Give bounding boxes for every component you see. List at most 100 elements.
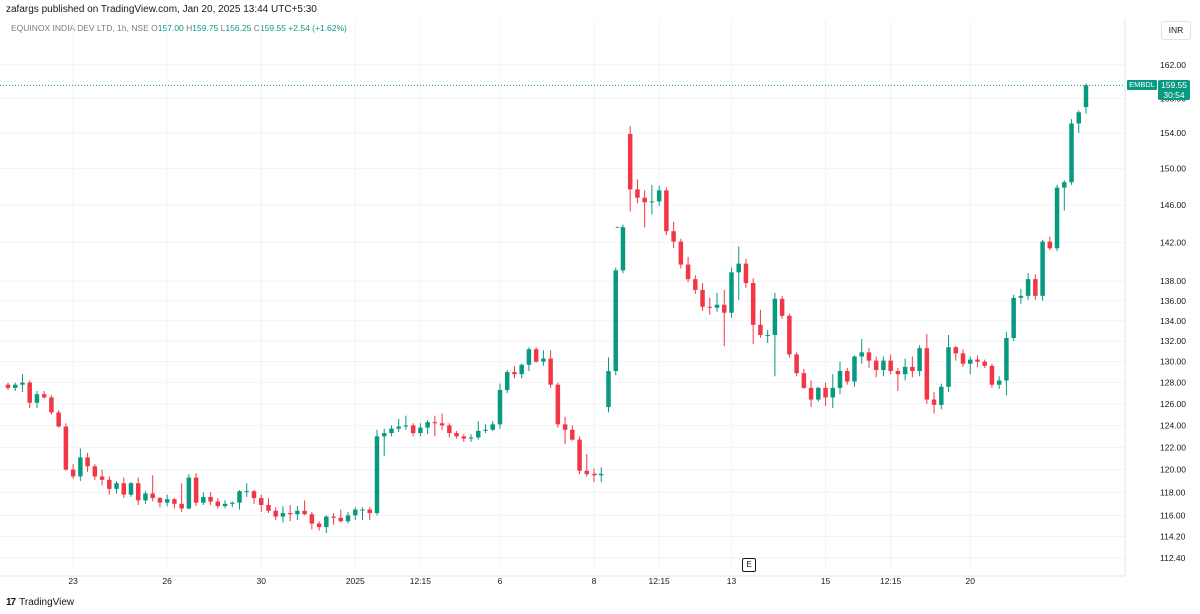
candle-body — [866, 352, 872, 361]
candle-body — [642, 197, 647, 203]
x-tick-label: 26 — [162, 576, 172, 586]
candle-body — [309, 514, 315, 524]
y-tick-label: 126.00 — [1160, 399, 1186, 409]
candle-body — [135, 483, 141, 501]
candle-body — [823, 387, 828, 398]
close-label: C — [253, 23, 260, 33]
candle-body — [360, 509, 365, 511]
candle-body — [714, 304, 720, 308]
candle-body — [1083, 85, 1089, 108]
candle-body — [967, 359, 973, 364]
candle-body — [577, 439, 582, 471]
symbol-description: EQUINOX INDIA DEV LTD, 1h, NSE — [11, 23, 149, 33]
candle-body — [99, 476, 105, 480]
candle-body — [461, 436, 467, 439]
candle-body — [1018, 295, 1024, 298]
candle-body — [1076, 112, 1082, 124]
y-tick-label: 146.00 — [1160, 200, 1186, 210]
tradingview-logo-icon: 17 — [6, 597, 16, 608]
candle-body — [750, 283, 756, 325]
candle-body — [468, 437, 474, 439]
candle-body — [345, 515, 351, 522]
candle-body — [483, 429, 488, 431]
candle-body — [381, 433, 387, 437]
footer-branding: 17 TradingView — [6, 597, 74, 608]
candle-body — [20, 382, 25, 385]
candle-body — [324, 516, 329, 528]
candle-body — [953, 347, 959, 354]
y-tick-label: 134.00 — [1160, 316, 1186, 326]
x-tick-label: 12:15 — [880, 576, 902, 586]
y-tick-label: 116.00 — [1160, 510, 1186, 520]
candle-body — [910, 366, 915, 372]
low-value: 156.25 — [225, 23, 252, 33]
candle-body — [794, 354, 799, 374]
y-tick-label: 142.00 — [1160, 238, 1186, 248]
candle-body — [939, 386, 944, 405]
candle-body — [403, 425, 409, 427]
candle-body — [837, 371, 843, 388]
candle-body — [490, 424, 495, 430]
earnings-event-marker[interactable]: E — [742, 558, 756, 572]
candle-body — [280, 513, 286, 517]
candle-body — [924, 348, 930, 400]
y-tick-label: 128.00 — [1160, 378, 1186, 388]
candle-body — [917, 348, 922, 372]
candle-body — [367, 509, 372, 514]
tradingview-brand: TradingView — [19, 597, 75, 608]
open-value: 157.00 — [157, 23, 184, 33]
candle-body — [476, 430, 481, 438]
y-tick-label: 124.00 — [1160, 420, 1186, 430]
candle-body — [613, 270, 618, 372]
candle-body — [186, 477, 192, 509]
candle-body — [852, 356, 857, 382]
candle-body — [729, 272, 734, 313]
candle-body — [946, 347, 951, 387]
candle-body — [808, 387, 814, 400]
y-tick-label: 130.00 — [1160, 357, 1186, 367]
candle-body — [27, 382, 32, 403]
candle-body — [273, 510, 278, 517]
candle-body — [266, 504, 271, 511]
candle-body — [1033, 279, 1038, 296]
candle-body — [975, 359, 980, 362]
candle-body — [541, 358, 546, 362]
high-label: H — [186, 23, 193, 33]
candle-body — [664, 190, 669, 232]
candle-body — [1025, 279, 1031, 296]
y-tick-label: 154.00 — [1160, 128, 1186, 138]
candle-body — [504, 372, 510, 390]
y-tick-label: 162.00 — [1160, 60, 1186, 70]
close-value: 159.55 — [259, 23, 286, 33]
candle-body — [700, 289, 705, 307]
candle-body — [172, 499, 177, 504]
candle-body — [287, 513, 293, 515]
candle-body — [888, 360, 893, 372]
candle-body — [656, 190, 662, 202]
candle-body — [331, 516, 336, 518]
candle-body — [63, 426, 69, 470]
candle-body — [1040, 241, 1045, 296]
candle-body — [396, 426, 401, 429]
currency-button[interactable]: INR — [1161, 21, 1191, 40]
candle-body — [830, 387, 836, 398]
last-price-value: 159.55 — [1161, 80, 1187, 91]
candle-body — [49, 397, 54, 413]
top-bar: zafargs published on TradingView.com, Ja… — [0, 0, 1200, 20]
candle-body — [251, 491, 257, 499]
candle-body — [78, 457, 83, 477]
candle-body — [570, 429, 575, 440]
candle-body — [353, 509, 358, 516]
candle-body — [591, 474, 597, 476]
candle-body — [772, 298, 778, 335]
candle-body — [562, 424, 568, 430]
candle-body — [193, 477, 199, 503]
candle-body — [150, 493, 155, 499]
candle-body — [1062, 182, 1067, 188]
candle-body — [620, 227, 626, 271]
candle-body — [627, 133, 633, 190]
candle-body — [316, 523, 322, 528]
candle-body — [418, 427, 423, 434]
candle-body — [432, 422, 438, 424]
